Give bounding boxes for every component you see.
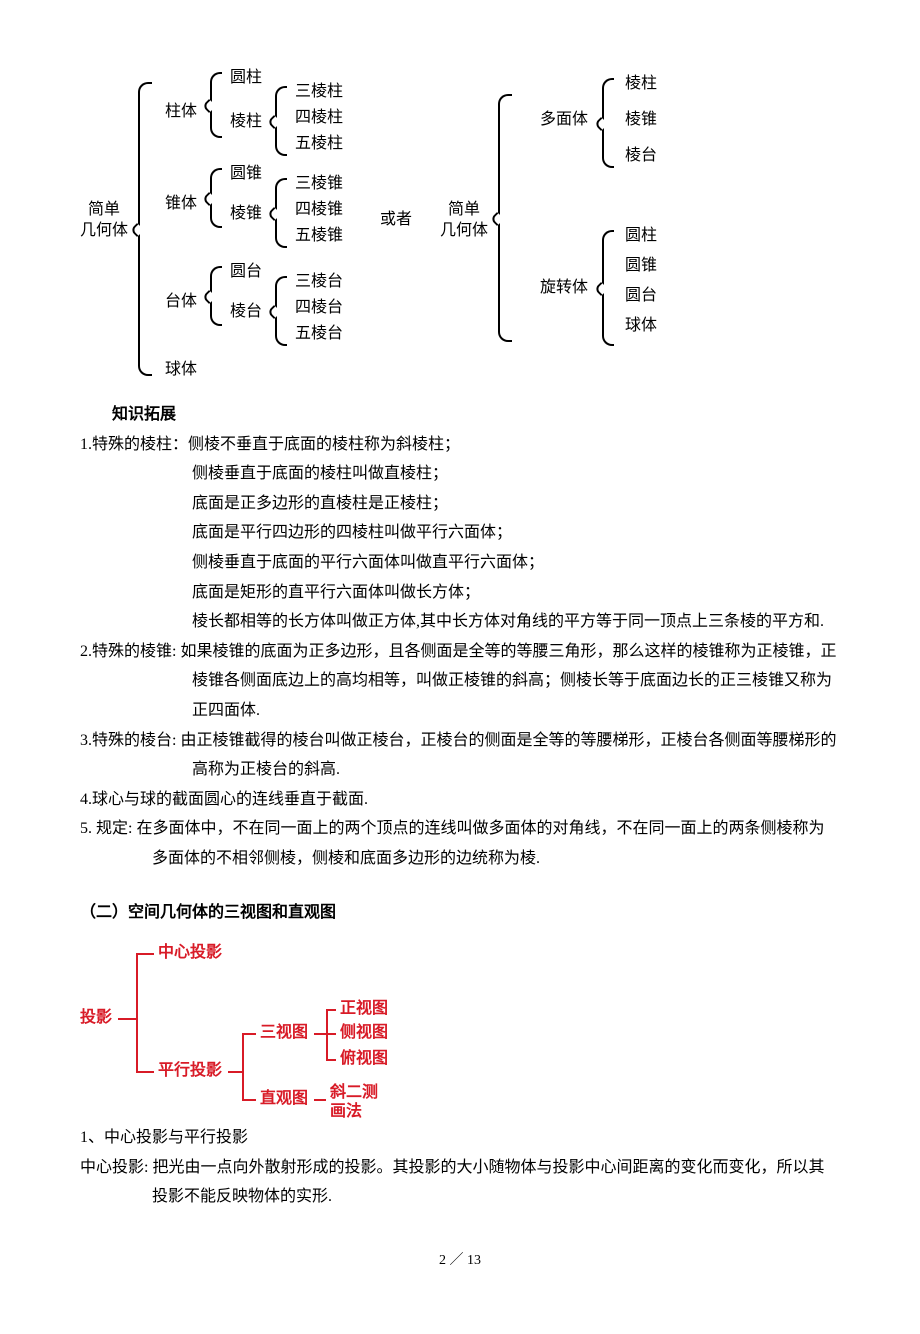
mm-c3: 三视图 xyxy=(260,1023,308,1042)
brace-lengtai xyxy=(275,276,287,346)
mm-vline xyxy=(136,953,138,1073)
node-4lengzhui: 四棱锥 xyxy=(295,200,343,221)
brace-xuanzhuan xyxy=(602,230,614,346)
mm-line xyxy=(118,1018,136,1020)
mm-line-c4 xyxy=(242,1099,256,1101)
node-lengzhu: 棱柱 xyxy=(230,112,262,133)
diagram-root2: 简单几何体 xyxy=(440,200,488,242)
mm-line-c1 xyxy=(136,953,154,955)
mm-c2: 平行投影 xyxy=(158,1061,222,1080)
mm-vline3 xyxy=(326,1009,328,1061)
brace-root xyxy=(138,82,152,376)
node-sphere: 球体 xyxy=(165,360,197,381)
mm-line-c4r xyxy=(314,1099,326,1101)
item-1d: 底面是平行四边形的四棱柱叫做平行六面体； xyxy=(80,518,840,548)
node-taiti: 台体 xyxy=(165,292,197,313)
node-5lengtai: 五棱台 xyxy=(295,324,343,345)
node-r-lengzhui: 棱锥 xyxy=(625,110,657,131)
mm-c3b: 侧视图 xyxy=(340,1023,388,1042)
section2-title: （二）空间几何体的三视图和直观图 xyxy=(80,898,840,928)
node-xuanzhuan: 旋转体 xyxy=(540,278,588,299)
mm-line-c3r xyxy=(314,1033,326,1035)
node-5lengzhu: 五棱柱 xyxy=(295,134,343,155)
mm-c1: 中心投影 xyxy=(158,943,222,962)
brace-lengzhu xyxy=(275,86,287,156)
node-4lengtai: 四棱台 xyxy=(295,298,343,319)
node-r-yuantai: 圆台 xyxy=(625,286,657,307)
node-yuanzhu: 圆柱 xyxy=(230,68,262,89)
item-1f: 底面是矩形的直平行六面体叫做长方体； xyxy=(80,578,840,608)
brace-lengzhui xyxy=(275,178,287,248)
node-r-yuanzhui: 圆锥 xyxy=(625,256,657,277)
mm-line-c2r xyxy=(228,1071,242,1073)
node-lengtai: 棱台 xyxy=(230,302,262,323)
mm-c4: 直观图 xyxy=(260,1089,308,1108)
item-1g: 棱长都相等的长方体叫做正方体,其中长方体对角线的平方等于同一顶点上三条棱的平方和… xyxy=(80,607,840,637)
knowledge-title: 知识拓展 xyxy=(112,400,840,430)
node-yuantai: 圆台 xyxy=(230,262,262,283)
page-number: 2 ／ 13 xyxy=(80,1248,840,1274)
diagram-root: 简单几何体 xyxy=(80,200,128,242)
node-zhuiti: 柱体 xyxy=(165,102,197,123)
item-4a: 4.球心与球的截面圆心的连线垂直于截面. xyxy=(80,785,840,815)
node-lengzhui: 棱锥 xyxy=(230,204,262,225)
node-r-lengzhu: 棱柱 xyxy=(625,74,657,95)
mm-c3a: 正视图 xyxy=(340,999,388,1018)
item-1b: 侧棱垂直于底面的棱柱叫做直棱柱； xyxy=(80,459,840,489)
mm-root: 投影 xyxy=(80,1008,112,1027)
node-3lengtai: 三棱台 xyxy=(295,272,343,293)
node-zhuiti2: 锥体 xyxy=(165,194,197,215)
sub1-body: 中心投影: 把光由一点向外散射形成的投影。其投影的大小随物体与投影中心间距离的变… xyxy=(80,1153,840,1212)
node-r-sphere: 球体 xyxy=(625,316,657,337)
item-1e: 侧棱垂直于底面的平行六面体叫做直平行六面体； xyxy=(80,548,840,578)
item-3a: 3.特殊的棱台: 由正棱锥截得的棱台叫做正棱台，正棱台的侧面是全等的等腰梯形，正… xyxy=(80,726,840,785)
node-duomian: 多面体 xyxy=(540,110,588,131)
brace-root2 xyxy=(498,94,512,342)
item-1c: 底面是正多边形的直棱柱是正棱柱； xyxy=(80,489,840,519)
mm-line-c2 xyxy=(136,1071,154,1073)
mm-vline2 xyxy=(242,1033,244,1101)
mm-line-c3c xyxy=(326,1059,336,1061)
node-r-yuanzhu: 圆柱 xyxy=(625,226,657,247)
node-3lengzhu: 三棱柱 xyxy=(295,82,343,103)
mm-line-c3 xyxy=(242,1033,256,1035)
node-4lengzhu: 四棱柱 xyxy=(295,108,343,129)
node-r-lengtai: 棱台 xyxy=(625,146,657,167)
node-yuanzhui: 圆锥 xyxy=(230,164,262,185)
brace-duomian xyxy=(602,78,614,168)
page: 简单几何体 柱体 圆柱 棱柱 三棱柱 四棱柱 五棱柱 锥体 圆锥 棱锥 三棱锥 … xyxy=(80,60,840,1274)
brace-zhui xyxy=(210,168,222,228)
mm-line-c3b xyxy=(326,1033,336,1035)
mm-c3c: 俯视图 xyxy=(340,1049,388,1068)
brace-zhuti xyxy=(210,72,222,138)
node-3lengzhui: 三棱锥 xyxy=(295,174,343,195)
node-or: 或者 xyxy=(380,210,412,231)
classification-diagram: 简单几何体 柱体 圆柱 棱柱 三棱柱 四棱柱 五棱柱 锥体 圆锥 棱锥 三棱锥 … xyxy=(80,60,840,400)
item-2a: 2.特殊的棱锥: 如果棱锥的底面为正多边形，且各侧面是全等的等腰三角形，那么这样… xyxy=(80,637,840,726)
mm-line-c3a xyxy=(326,1009,336,1011)
sub1-title: 1、中心投影与平行投影 xyxy=(80,1123,840,1153)
brace-tai xyxy=(210,266,222,326)
projection-mindmap: 投影 中心投影 平行投影 三视图 直观图 正视图 侧视图 俯视图 斜二测画法 xyxy=(80,935,400,1115)
mm-c4a: 斜二测画法 xyxy=(330,1083,378,1121)
item-5a: 5. 规定: 在多面体中，不在同一面上的两个顶点的连线叫做多面体的对角线，不在同… xyxy=(80,814,840,873)
node-5lengzhui: 五棱锥 xyxy=(295,226,343,247)
item-1a: 1.特殊的棱柱：侧棱不垂直于底面的棱柱称为斜棱柱； xyxy=(80,430,840,460)
